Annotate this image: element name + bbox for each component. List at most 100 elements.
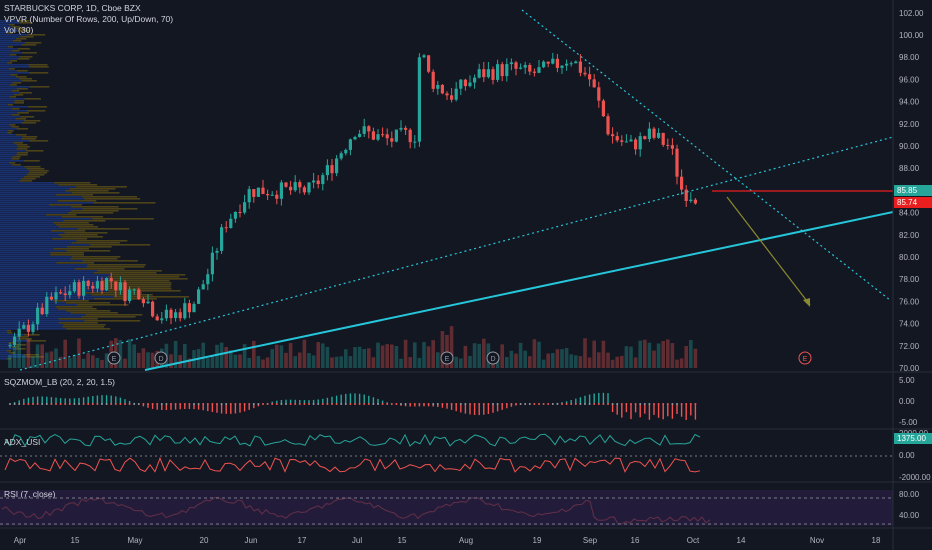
volume-bar (91, 355, 95, 368)
vpvr-row-up (0, 246, 67, 248)
event-label: D (158, 356, 163, 363)
vpvr-row-up (0, 72, 29, 74)
sqz-dot (459, 403, 462, 405)
vpvr-row-down (19, 338, 33, 340)
adx-minus-line (4, 456, 701, 473)
candle-body (160, 318, 164, 321)
vpvr-row-down (63, 324, 106, 326)
vpvr-row-down (53, 248, 90, 250)
vpvr-row-up (0, 336, 17, 338)
vpvr-row-down (81, 316, 136, 318)
vpvr-row-down (69, 188, 116, 190)
rsi-label[interactable]: RSI (7, close) (4, 489, 56, 499)
vpvr-row-up (0, 122, 22, 124)
volume-bar (132, 344, 136, 368)
vpvr-row-down (7, 332, 13, 334)
volume-bar (68, 358, 72, 368)
vpvr-row-up (0, 198, 85, 200)
symbol-title[interactable]: STARBUCKS CORP, 1D, Cboe BZX (4, 3, 141, 13)
vpvr-row-up (0, 240, 77, 242)
adx-label[interactable]: ADX_USI (4, 437, 41, 447)
vpvr-row-down (93, 202, 156, 204)
vpvr-row-down (66, 250, 111, 252)
volume-bar (302, 339, 307, 368)
vpvr-row-up (0, 30, 19, 32)
candle-body (445, 93, 449, 96)
vpvr-label[interactable]: VPVR (Number Of Rows, 200, Up/Down, 70) (4, 14, 174, 24)
sqz-dot (436, 403, 439, 405)
vpvr-row-up (0, 22, 20, 24)
vpvr-row-down (16, 128, 29, 130)
vpvr-row-down (91, 294, 153, 296)
volume-bar (426, 346, 431, 368)
candle-body (31, 324, 35, 332)
trendlines[interactable] (19, 9, 894, 371)
vpvr-row-down (11, 346, 19, 348)
sqz-dot (556, 403, 559, 405)
volume-bar (551, 353, 555, 368)
candle-body (63, 293, 67, 296)
candle-body (335, 158, 339, 174)
vol-label[interactable]: Vol (30) (4, 25, 34, 35)
time-tick-label: 15 (398, 536, 407, 545)
vpvr-row-down (29, 86, 50, 88)
sqz-dot (119, 403, 122, 405)
vpvr-row-down (58, 318, 98, 320)
vpvr-row-up (0, 178, 22, 180)
sqz-dot (101, 403, 103, 405)
trendline-support[interactable] (144, 211, 894, 371)
candle-body (463, 79, 467, 87)
vpvr-row-down (23, 334, 40, 336)
price-tick-label: 74.00 (899, 320, 920, 329)
sqz-dot (418, 403, 421, 405)
projection-arrow[interactable] (726, 196, 811, 306)
vpvr-row-down (68, 212, 114, 214)
volume-bar (72, 354, 77, 368)
vpvr-row-up (0, 248, 54, 250)
vpvr-row-up (0, 272, 94, 274)
sqz-dot (349, 403, 352, 405)
vpvr-row-up (0, 26, 12, 28)
vpvr-row-up (0, 290, 109, 292)
vpvr-row-up (0, 136, 23, 138)
vpvr-row-down (21, 178, 36, 180)
vpvr-row-up (0, 300, 54, 302)
price-tick-label: 70.00 (899, 364, 920, 373)
volume-bar (141, 348, 146, 368)
vpvr-row-up (0, 266, 87, 268)
sqz-dot (225, 403, 228, 405)
volume-bar (684, 346, 688, 368)
vpvr-row-up (0, 222, 54, 224)
candle-body (54, 292, 58, 300)
sqz-dot (377, 403, 379, 405)
candle-body (45, 296, 49, 315)
vpvr-row-down (28, 72, 49, 74)
volume-bar (95, 357, 100, 368)
candle-body (82, 280, 86, 296)
volume-bar (261, 359, 265, 368)
vpvr-row-up (0, 186, 77, 188)
vpvr-row-down (66, 302, 111, 304)
sqz-dot (78, 403, 80, 405)
volume-bar (620, 355, 624, 368)
sqz-tick-label: -5.00 (899, 418, 918, 427)
trendline-dotted-lower[interactable] (19, 136, 894, 371)
volume-bar (242, 344, 247, 368)
sqz-dot (551, 403, 554, 405)
event-circle (798, 351, 812, 365)
candle-body (592, 79, 596, 88)
volume-bar (555, 349, 560, 368)
sqz-dot (496, 403, 499, 405)
volume-bar (40, 344, 44, 368)
candle-body (86, 280, 90, 286)
sqzmom-label[interactable]: SQZMOM_LB (20, 2, 20, 1.5) (4, 377, 116, 387)
vpvr-row-down (102, 288, 172, 290)
vpvr-row-down (16, 148, 28, 150)
vpvr-row-up (0, 252, 51, 254)
vpvr-row-up (0, 354, 24, 356)
sqz-dot (662, 403, 665, 405)
trendline-dotted-descending[interactable] (521, 9, 891, 301)
